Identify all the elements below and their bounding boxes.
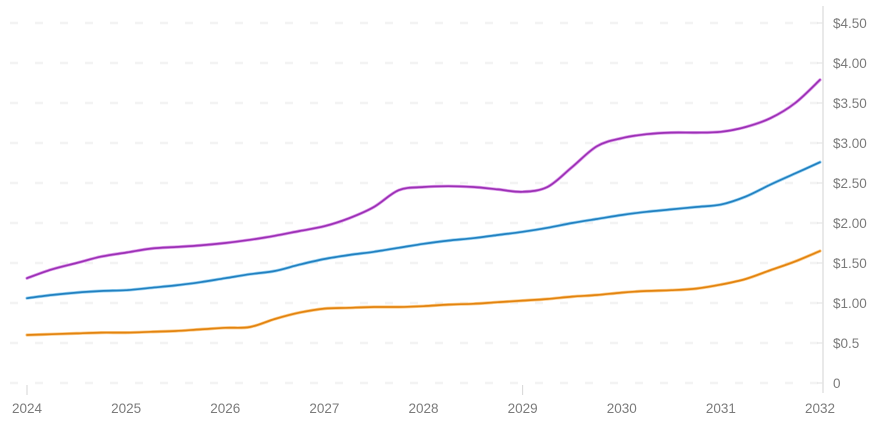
low-forecast-line (26, 250, 821, 336)
x-axis-label: 2025 (111, 401, 141, 416)
x-axis-label: 2029 (508, 401, 538, 416)
y-axis-label: $3.00 (833, 136, 867, 151)
y-axis-label: $2.50 (833, 176, 867, 191)
x-axis-label: 2027 (309, 401, 339, 416)
x-axis-label: 2031 (706, 401, 736, 416)
average-forecast-line (26, 161, 821, 300)
y-axis-label: $1.00 (833, 296, 867, 311)
low-forecast-line-halo (25, 249, 822, 337)
y-axis-label: 0 (833, 376, 841, 391)
high-forecast-line (26, 78, 821, 280)
y-axis-label: $1.50 (833, 256, 867, 271)
x-axis-label: 2024 (12, 401, 43, 416)
y-axis-label: $0.5 (833, 336, 859, 351)
y-axis-label: $2.00 (833, 216, 867, 231)
x-axis-label: 2028 (408, 401, 438, 416)
y-axis-label: $3.50 (833, 96, 867, 111)
x-axis-label: 2032 (805, 401, 835, 416)
y-axis-label: $4.50 (833, 16, 867, 31)
x-axis-label: 2026 (210, 401, 240, 416)
y-axis-label: $4.00 (833, 56, 867, 71)
average-forecast-line-halo (25, 160, 822, 300)
x-axis-label: 2030 (607, 401, 637, 416)
